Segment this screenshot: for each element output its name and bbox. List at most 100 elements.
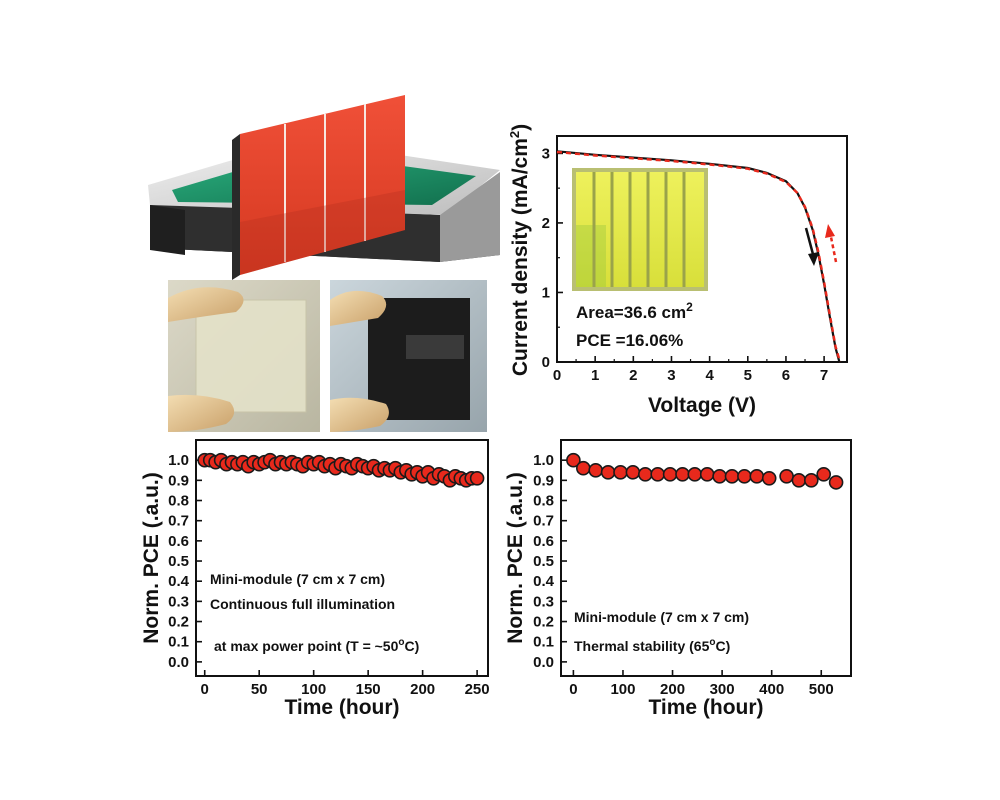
- light-plot-frame: [195, 439, 489, 677]
- photo-transparent-film: [168, 280, 320, 432]
- jv-x-axis-title: Voltage (V): [648, 394, 756, 417]
- jv-y-tick-label: 0: [542, 354, 550, 371]
- light-y-axis-title: Norm. PCE (.a.u.): [140, 472, 163, 644]
- thermal-y-tick-label: 0.5: [533, 553, 554, 570]
- light-x-tick-label: 0: [201, 681, 209, 698]
- thermal-ticks: 0 100 200 300 400 500 0.0 0.1 0.2 0.3 0.4 0.5 0.6 0.7…: [533, 452, 834, 698]
- light-y-tick-label: 0.2: [168, 614, 189, 631]
- light-y-tick-label: 1.0: [168, 452, 189, 469]
- thermal-x-tick-label: 400: [759, 681, 784, 698]
- jv-y-tick-label: 1: [542, 284, 550, 301]
- forward-scan-arrow: [804, 227, 819, 266]
- thermal-data-point: [588, 462, 604, 478]
- thermal-y-tick-label: 0.4: [533, 573, 555, 590]
- thermal-x-tick-label: 500: [809, 681, 834, 698]
- thermal-data-point: [566, 452, 581, 468]
- dipping-module-illustration: [148, 95, 500, 280]
- thermal-data-point: [779, 468, 794, 484]
- jv-pce-label: PCE =16.06%: [576, 331, 683, 350]
- jv-ticks: 0 1 2 3 4 5 6 7 0 1 2 3: [542, 145, 829, 384]
- thermal-data-point: [675, 466, 690, 482]
- thermal-x-tick-label: 200: [660, 681, 685, 698]
- light-x-tick-label: 200: [410, 681, 435, 698]
- thermal-data-point: [737, 468, 752, 484]
- jv-y-tick-label: 3: [542, 145, 550, 162]
- thermal-data-point: [816, 466, 832, 482]
- thermal-annotation-line-2: Thermal stability (65oC): [574, 637, 730, 654]
- thermal-x-tick-label: 100: [610, 681, 635, 698]
- photo-dark-module: [330, 280, 487, 432]
- light-x-axis-title: Time (hour): [284, 696, 399, 719]
- thermal-x-tick-label: 300: [710, 681, 735, 698]
- thermal-y-tick-label: 0.9: [533, 472, 554, 489]
- thermal-data-point: [575, 460, 591, 476]
- jv-inset-module-photo: [572, 168, 708, 291]
- thermal-data-point: [791, 472, 807, 488]
- thermal-data-point: [600, 464, 616, 480]
- jv-x-tick-label: 1: [591, 367, 599, 384]
- stability-light-chart: 0 50 100 150 200 250 0.0 0.1 0.2 0.3 0.4 0.5 0.6 0.7 0…: [140, 439, 490, 719]
- thermal-y-tick-label: 0.0: [533, 654, 554, 671]
- thermal-data-points: [566, 452, 844, 490]
- light-annotation-line-3: at max power point (T = ~50oC): [214, 637, 419, 654]
- jv-y-tick-label: 2: [542, 215, 550, 232]
- thermal-data-point: [803, 472, 819, 488]
- thermal-data-point: [749, 468, 765, 484]
- thermal-data-point: [662, 466, 678, 482]
- light-annotation-line-1: Mini-module (7 cm x 7 cm): [210, 571, 385, 587]
- jv-curve-chart: 0 1 2 3 4 5 6 7 0 1 2 3 Area=36.6 cm2 PCE =16.06% V…: [507, 124, 848, 417]
- thermal-y-axis-title: Norm. PCE (.a.u.): [504, 472, 527, 644]
- light-y-tick-label: 0.4: [168, 573, 190, 590]
- thermal-y-tick-label: 0.1: [533, 634, 554, 651]
- thermal-data-point: [613, 464, 628, 480]
- light-y-tick-label: 0.5: [168, 553, 189, 570]
- light-y-tick-label: 0.3: [168, 593, 189, 610]
- light-y-tick-label: 0.1: [168, 634, 189, 651]
- jv-x-tick-label: 0: [553, 367, 561, 384]
- thermal-y-tick-label: 0.2: [533, 614, 554, 631]
- jv-y-axis-title: Current density (mA/cm2): [507, 124, 532, 376]
- stability-thermal-chart: 0 100 200 300 400 500 0.0 0.1 0.2 0.3 0.4 0.5 0.6 0.7…: [504, 439, 852, 719]
- thermal-data-point: [712, 468, 727, 484]
- light-x-tick-label: 50: [251, 681, 268, 698]
- reverse-scan-arrow: [825, 224, 838, 263]
- thermal-data-point: [724, 468, 740, 484]
- thermal-data-point: [828, 475, 844, 490]
- light-y-tick-label: 0.9: [168, 472, 189, 489]
- thermal-data-point: [699, 466, 715, 482]
- thermal-data-point: [637, 466, 653, 482]
- thermal-x-tick-label: 0: [569, 681, 577, 698]
- thermal-y-tick-label: 1.0: [533, 452, 554, 469]
- light-data-point: [469, 470, 485, 486]
- light-y-tick-label: 0.0: [168, 654, 189, 671]
- jv-x-tick-label: 3: [667, 367, 675, 384]
- red-module: [232, 95, 405, 280]
- light-annotation-line-2: Continuous full illumination: [210, 596, 395, 612]
- jv-x-tick-label: 4: [705, 367, 714, 384]
- thermal-data-point: [761, 470, 777, 486]
- light-x-tick-label: 100: [301, 681, 326, 698]
- thermal-y-tick-label: 0.6: [533, 533, 554, 550]
- jv-plot-frame: [556, 135, 848, 363]
- light-x-tick-label: 250: [465, 681, 490, 698]
- jv-x-tick-label: 6: [782, 367, 790, 384]
- thermal-annotation-line-1: Mini-module (7 cm x 7 cm): [574, 609, 749, 625]
- thermal-x-axis-title: Time (hour): [648, 696, 763, 719]
- light-y-tick-label: 0.8: [168, 493, 189, 510]
- jv-area-label: Area=36.6 cm2: [576, 300, 693, 322]
- light-y-tick-label: 0.7: [168, 513, 189, 530]
- light-y-tick-label: 0.6: [168, 533, 189, 550]
- thermal-y-tick-label: 0.8: [533, 493, 554, 510]
- jv-x-tick-label: 7: [820, 367, 828, 384]
- jv-series: [556, 150, 842, 363]
- jv-x-tick-label: 5: [744, 367, 752, 384]
- jv-x-tick-label: 2: [629, 367, 637, 384]
- light-data-points: [197, 452, 485, 488]
- thermal-y-tick-label: 0.3: [533, 593, 554, 610]
- thermal-data-point: [625, 464, 641, 480]
- thermal-plot-frame: [560, 439, 852, 677]
- light-ticks: 0 50 100 150 200 250 0.0 0.1 0.2 0.3 0.4 0.5 0.6 0.7 0…: [168, 452, 489, 698]
- thermal-data-point: [687, 466, 703, 482]
- light-x-tick-label: 150: [356, 681, 381, 698]
